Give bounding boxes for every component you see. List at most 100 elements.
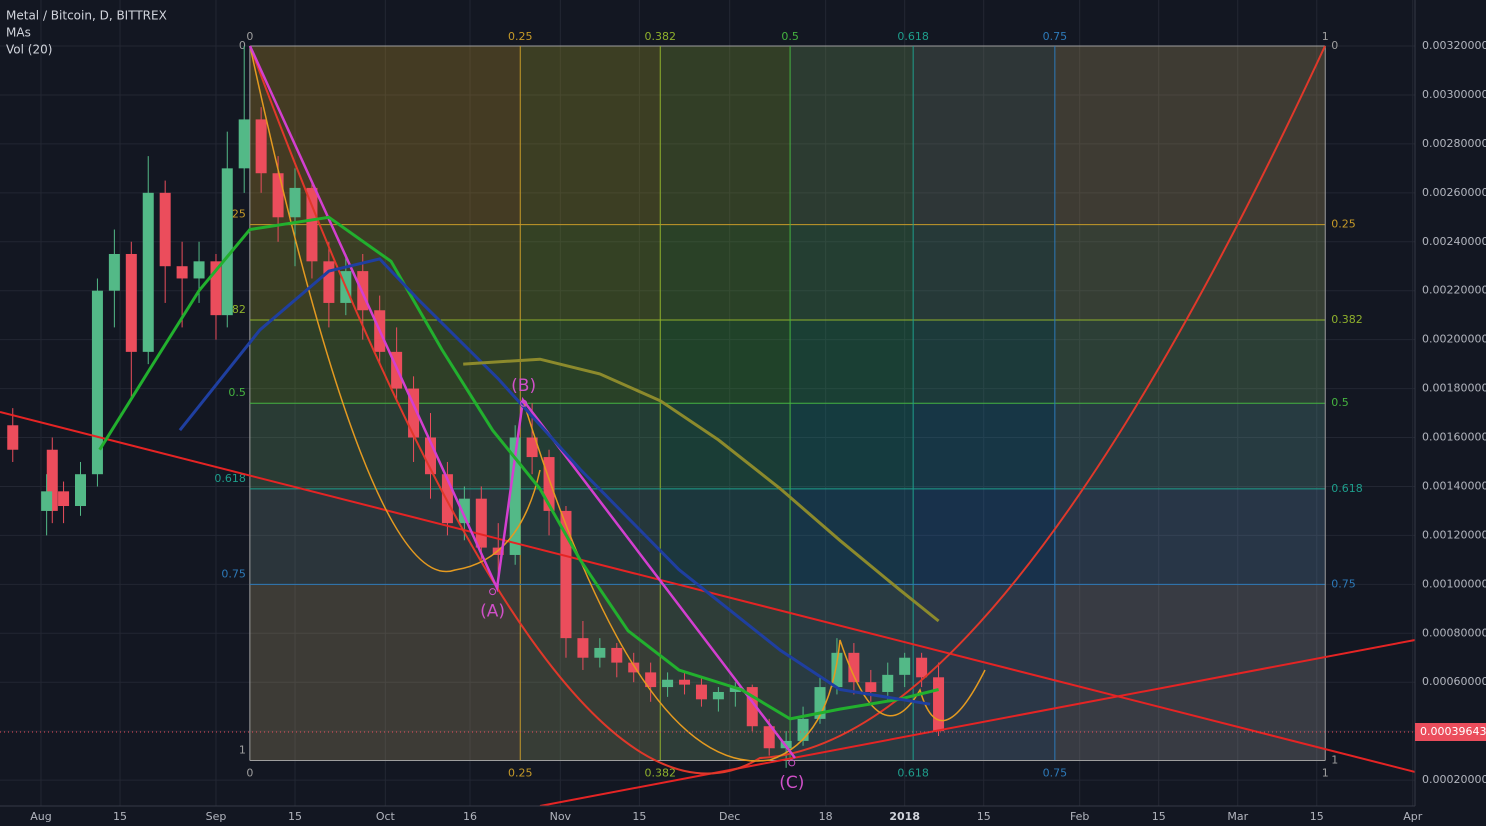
wave-point (788, 759, 796, 767)
x-tick-label: Feb (1070, 810, 1089, 823)
wave-point (520, 399, 528, 407)
fib-label: 0.75 (1331, 577, 1356, 590)
candle-body (712, 691, 724, 700)
x-tick-label: 15 (977, 810, 991, 823)
x-tick-label: 15 (288, 810, 302, 823)
current-price-box (1415, 722, 1486, 741)
y-tick-label: 0.00260000 (1422, 186, 1486, 199)
moving-average (178, 257, 931, 706)
candle-body (176, 266, 188, 279)
candle-body (729, 687, 741, 692)
y-tick-label: 0.00020000 (1422, 773, 1486, 786)
fib-label: 0.382 (1331, 313, 1363, 326)
fib-label: 0.618 (214, 472, 246, 485)
fib-label: 0.5 (228, 386, 246, 399)
fib-label: 0.25 (1331, 218, 1356, 231)
candle-body (594, 647, 606, 658)
time-axis (0, 806, 1415, 826)
wave-label: (A) (480, 602, 505, 622)
x-tick-label: 18 (819, 810, 833, 823)
candle-body (797, 718, 809, 741)
fib-label: 0 (239, 39, 246, 52)
candle-body (441, 474, 453, 524)
candle-body (306, 187, 318, 262)
candle-body (763, 726, 775, 749)
fib-label: 0.25 (508, 30, 533, 43)
trend-line (539, 639, 1416, 807)
candle-body (323, 261, 335, 303)
candle-body (526, 437, 538, 458)
x-tick-label: 15 (632, 810, 646, 823)
y-tick-label: 0.00220000 (1422, 284, 1486, 297)
x-tick-label: 16 (463, 810, 477, 823)
fib-tool: 00000.250.250.250.250.3820.3820.3820.382… (214, 30, 1362, 779)
y-tick-label: 0.00240000 (1422, 235, 1486, 248)
candle-body (58, 491, 70, 507)
x-tick-label: 15 (1310, 810, 1324, 823)
fib-price-zone (249, 46, 1326, 225)
fib-price-zone (249, 224, 1326, 321)
candle-body (611, 647, 623, 663)
fib-label: 0.382 (645, 30, 677, 43)
candle-body (424, 437, 436, 475)
fib-label: 0.5 (1331, 396, 1349, 409)
candle-body (628, 662, 640, 673)
candle-body (831, 652, 843, 688)
curve (249, 45, 1326, 775)
candle-body (142, 192, 154, 352)
y-tick-label: 0.00300000 (1422, 88, 1486, 101)
candle-body (560, 510, 572, 639)
candle-body (210, 261, 222, 316)
candle-body (408, 388, 420, 438)
wave-label: (C) (779, 773, 804, 793)
candle-body (159, 192, 171, 267)
fib-label: 0 (1331, 39, 1338, 52)
candle-body (458, 498, 470, 524)
candle-body (46, 449, 58, 511)
fib-label: 1 (1322, 766, 1329, 779)
wave-point (489, 588, 497, 596)
candle-body (543, 457, 555, 511)
y-tick-label: 0.00180000 (1422, 382, 1486, 395)
x-tick-label: 15 (113, 810, 127, 823)
fib-price-zone (249, 488, 1326, 585)
curve (249, 45, 541, 573)
moving-average (98, 215, 939, 721)
fib-label: 1 (1322, 30, 1329, 43)
candle-body (882, 674, 894, 692)
y-tick-label: 0.00120000 (1422, 528, 1486, 541)
fib-label: 0.618 (1331, 482, 1363, 495)
candle-body (255, 119, 267, 174)
y-tick-label: 0.00320000 (1422, 39, 1486, 52)
candle-body (746, 687, 758, 727)
candle-body (577, 638, 589, 658)
x-tick-label: Aug (30, 810, 51, 823)
y-tick-label: 0.00080000 (1422, 626, 1486, 639)
fib-label: 0 (246, 30, 253, 43)
candle-body (238, 119, 250, 169)
moving-averages (98, 215, 940, 721)
fib-label: 0.5 (781, 30, 799, 43)
candle-body (475, 498, 487, 548)
x-tick-label: Dec (719, 810, 740, 823)
x-tick-label: Oct (376, 810, 396, 823)
wave-labels: (A) (B) (C) (480, 376, 804, 793)
fib-label: 0.382 (645, 766, 677, 779)
candle-body (865, 682, 877, 692)
candle-body (848, 652, 860, 683)
candle-body (91, 290, 103, 475)
y-tick-label: 0.00200000 (1422, 333, 1486, 346)
abc-zigzag (248, 45, 796, 759)
x-tick-label: Apr (1403, 810, 1423, 823)
candle-body (916, 657, 928, 678)
candle-body (108, 253, 120, 291)
x-tick-label: 2018 (889, 810, 920, 823)
candle-body (814, 687, 826, 719)
fib-label: 0.618 (897, 766, 929, 779)
price-axis (1415, 0, 1486, 826)
fib-label: 1 (1331, 753, 1338, 766)
x-tick-label: Sep (206, 810, 227, 823)
candles (7, 46, 945, 768)
candle-body (695, 684, 707, 700)
